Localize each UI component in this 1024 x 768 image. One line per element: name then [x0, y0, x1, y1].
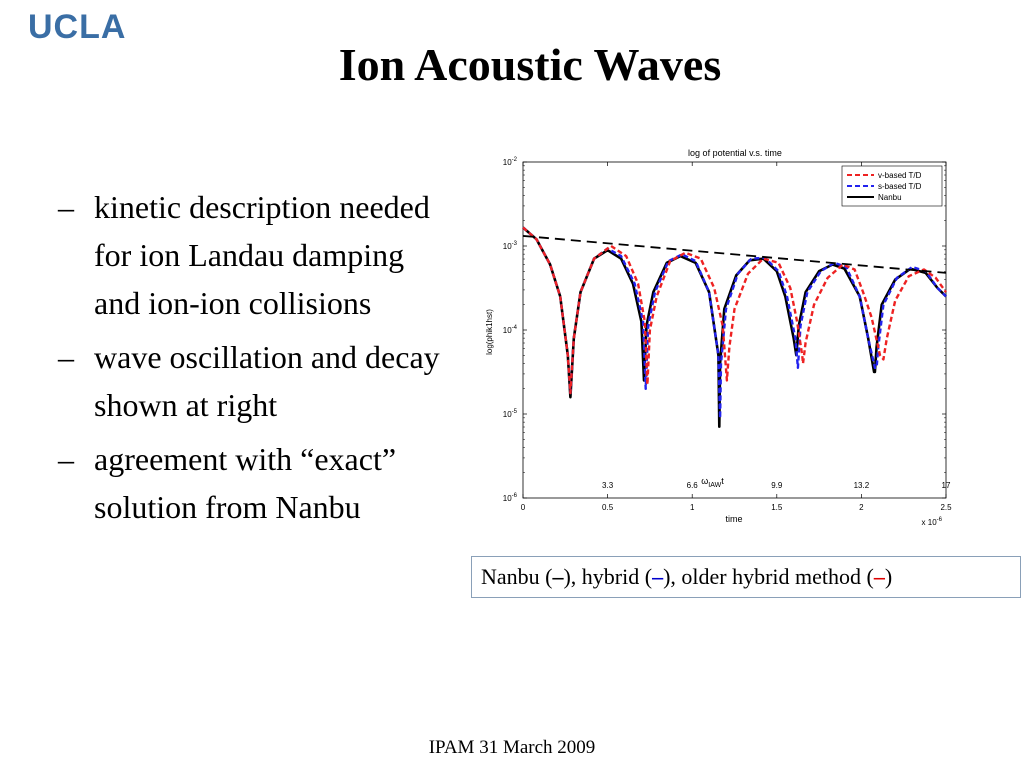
plot-frame — [522, 161, 947, 499]
secondary-tick-label: 9.9 — [771, 481, 783, 490]
y-tick-label: 10-4 — [503, 325, 518, 335]
legend-label: Nanbu — [878, 193, 902, 202]
plot-title: log of potential v.s. time — [688, 148, 782, 158]
bullet-text: kinetic description needed for ion Landa… — [94, 189, 430, 321]
ion-acoustic-plot: log of potential v.s. time 0 0.5 1 1.5 2 2.5 1… — [485, 148, 952, 527]
plot-legend: v-based T/D s-based T/D Nanbu — [841, 165, 943, 207]
caption-text: ) — [884, 564, 893, 589]
x-tick-label: 0 — [521, 503, 526, 512]
caption-text: Nanbu ( — [481, 564, 553, 589]
y-tick-label: 10-3 — [503, 241, 518, 251]
bullet-text: wave oscillation and decay shown at righ… — [94, 339, 440, 423]
secondary-axis-suffix: t — [721, 476, 724, 486]
y-tick-label: 10-5 — [503, 409, 518, 419]
bullet-text: agreement with “exact” solution from Nan… — [94, 441, 397, 525]
footer-text: IPAM 31 March 2009 — [428, 737, 596, 758]
x-axis-label: time — [725, 514, 742, 524]
bullet-item: – agreement with “exact” solution from N… — [58, 435, 458, 531]
y-axis-label: log(phik1hst) — [485, 309, 494, 355]
secondary-axis-subscript: IAW — [708, 482, 721, 489]
y-tick-exponent: -3 — [512, 241, 518, 247]
caption-text: ), hybrid ( — [563, 564, 653, 589]
damping-envelope-line — [522, 235, 947, 274]
legend-label: v-based T/D — [878, 171, 922, 180]
y-tick-label: 10-6 — [503, 493, 518, 503]
secondary-tick-label: 13.2 — [854, 481, 870, 490]
bullet-item: – wave oscillation and decay shown at ri… — [58, 333, 458, 429]
hybrid-dash: – — [652, 564, 664, 589]
plot-series — [522, 226, 947, 428]
x-tick-label: 0.5 — [602, 503, 614, 512]
y-tick-exponent: -4 — [512, 325, 518, 331]
x-tick-label: 2 — [859, 503, 864, 512]
secondary-tick-label: 3.3 — [602, 481, 614, 490]
x-multiplier-label: x 10-6 — [922, 517, 943, 527]
x-tick-label: 1 — [690, 503, 695, 512]
bullet-list: – kinetic description needed for ion Lan… — [58, 183, 458, 537]
nanbu-dash: – — [552, 564, 564, 589]
y-tick-exponent: -5 — [512, 409, 518, 415]
bullet-item: – kinetic description needed for ion Lan… — [58, 183, 458, 327]
y-tick-label: 10-2 — [503, 157, 518, 167]
x-tick-label: 2.5 — [940, 503, 952, 512]
x-tick-label: 1.5 — [771, 503, 783, 512]
secondary-tick-label: 17 — [942, 481, 951, 490]
series-line-s-based-t-d — [522, 226, 947, 420]
legend-label: s-based T/D — [878, 182, 922, 191]
series-line-v-based-t-d — [522, 226, 947, 395]
bullet-dash: – — [58, 189, 74, 225]
caption-text: ), older hybrid method ( — [663, 564, 874, 589]
x-multiplier-exponent: -6 — [937, 517, 943, 523]
y-tick-exponent: -2 — [512, 157, 518, 163]
ucla-logo: UCLA — [28, 8, 127, 46]
bullet-dash: – — [58, 339, 74, 375]
y-tick-exponent: -6 — [512, 493, 518, 499]
secondary-tick-label: 6.6 — [687, 481, 699, 490]
series-line-nanbu — [522, 226, 947, 428]
bullet-dash: – — [58, 441, 74, 477]
plot-axes: 0 0.5 1 1.5 2 2.5 10-2 10-3 10-4 10-5 10-6 x 10-6 3.… — [503, 157, 952, 527]
slide-title: Ion Acoustic Waves — [338, 39, 722, 90]
legend-caption: Nanbu (–), hybrid (–), older hybrid meth… — [471, 556, 1021, 598]
older-hybrid-dash: – — [873, 564, 885, 589]
